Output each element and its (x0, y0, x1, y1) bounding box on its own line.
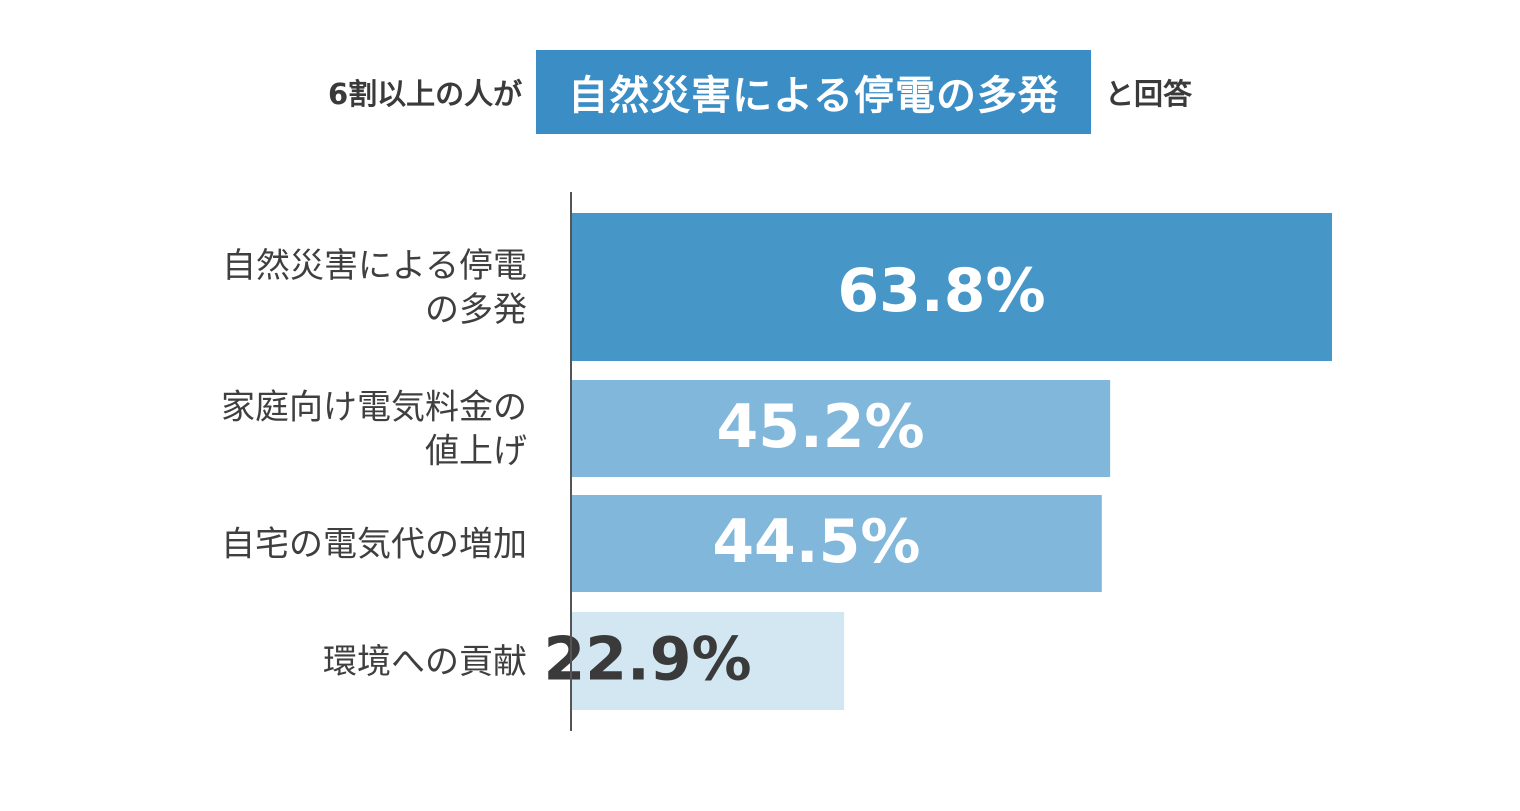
headline-suffix: と回答 (1104, 77, 1192, 111)
bar-0 (571, 213, 1332, 361)
value-label-1: 45.2% (716, 392, 924, 462)
value-label-0: 63.8% (837, 256, 1045, 326)
value-label-2: 44.5% (712, 507, 920, 577)
category-label-3: 環境への貢献 (323, 642, 527, 682)
headline-prefix: 6割以上の人が (327, 77, 523, 111)
bar-1 (571, 380, 1111, 477)
category-label-1-line-0: 家庭向け電気料金の (221, 388, 527, 428)
value-label-3: 22.9% (543, 625, 751, 695)
category-label-1-line-1: 値上げ (425, 432, 527, 472)
category-label-0-line-1: の多発 (425, 290, 527, 330)
bar-3 (571, 612, 845, 710)
category-label-2: 自宅の電気代の増加 (221, 525, 527, 565)
headline: 6割以上の人が 自然災害による停電の多発 と回答 (0, 50, 1520, 134)
bar-2 (571, 495, 1102, 592)
headline-highlight-box: 自然災害による停電の多発 (536, 50, 1091, 134)
category-label-0-line-0: 自然災害による停電 (222, 246, 527, 286)
